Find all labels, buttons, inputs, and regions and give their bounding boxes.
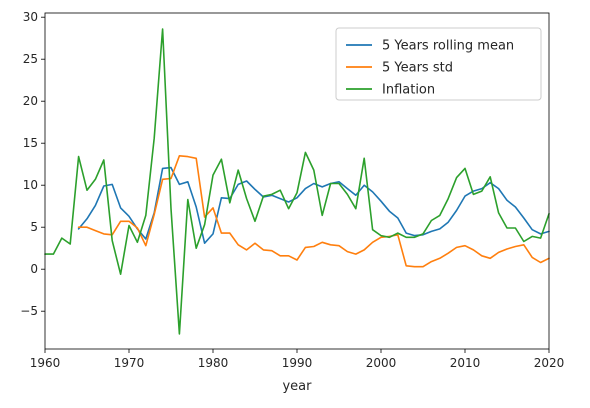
legend-label-2: Inflation [382,83,435,98]
y-tick-label: 5 [30,220,38,234]
series-line-1 [77,155,550,268]
series-line-2 [44,28,550,335]
series-layer [44,28,550,335]
series-line-0 [77,166,550,244]
x-tick-label: 1990 [282,356,313,370]
y-tick-label: 10 [23,178,38,192]
legend: 5 Years rolling mean 5 Years std Inflation [335,27,542,101]
y-tick-label: 15 [23,136,38,150]
y-tick-label: 0 [30,262,38,276]
x-axis-ticks: 1960 1970 1980 1990 2000 2010 2020 [30,349,565,370]
x-tick-label: 2010 [450,356,481,370]
x-axis-label: year [282,379,312,394]
y-tick-label: −5 [20,304,38,318]
y-axis-ticks: −5 0 5 10 15 20 25 30 [20,10,45,318]
x-tick-label: 1960 [30,356,61,370]
legend-items: 5 Years rolling mean 5 Years std Inflation [346,39,514,98]
y-tick-label: 20 [23,94,38,108]
legend-label-0: 5 Years rolling mean [382,39,514,54]
y-tick-label: 25 [23,52,38,66]
legend-label-1: 5 Years std [382,61,453,76]
x-tick-label: 1970 [114,356,145,370]
x-tick-label: 1980 [198,356,229,370]
legend-box [335,27,542,101]
x-tick-label: 2020 [534,356,565,370]
y-tick-label: 30 [23,10,38,24]
x-tick-label: 2000 [366,356,397,370]
